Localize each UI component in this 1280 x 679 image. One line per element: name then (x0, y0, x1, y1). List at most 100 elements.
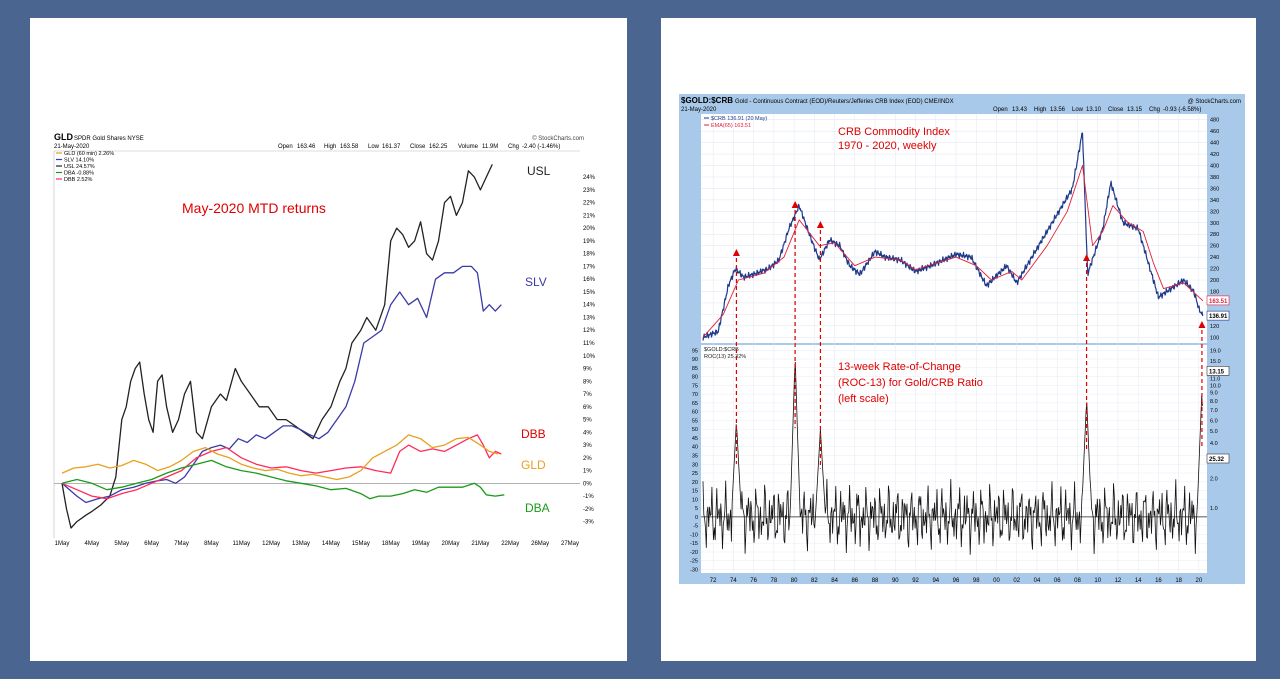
chart2-xtick-98: 98 (973, 578, 980, 584)
chart2-high-label: High (1034, 107, 1046, 113)
chart2-upper-legend-entry-0: $CRB 136.91 (20 May) (711, 116, 767, 122)
chart2-lower-left-ytick-55: 55 (692, 418, 698, 424)
chart2-xtick-92: 92 (912, 578, 919, 584)
chart1-ytick-16: 16% (583, 277, 596, 283)
chart1-label-gld: GLD (521, 458, 546, 472)
chart2-lower-left-ytick-15: 15 (692, 489, 698, 495)
chart2-lower-right-ytick-7-0: 7.0 (1210, 408, 1218, 414)
chart2-lower-right-ytick-1-0: 1.0 (1210, 506, 1218, 512)
chart1-ytick-15: 15% (583, 290, 596, 296)
chart2-lower-right-ytick-10-0: 10.0 (1210, 383, 1221, 389)
chart2-lower-left-ytick-45: 45 (692, 436, 698, 442)
chart2-lower-right-ytick-9-0: 9.0 (1210, 390, 1218, 396)
chart2-xtick-06: 06 (1054, 578, 1061, 584)
chart1-ytick-3: 3% (583, 443, 592, 449)
chart2-lower-right-ytick-6-0: 6.0 (1210, 418, 1218, 424)
chart2-upper-ytick-440: 440 (1210, 141, 1219, 147)
chart1-quote-row: Open 163.46 High 163.58 Low 161.37 Close… (278, 144, 560, 150)
chart1-xtick-14may: 14May (322, 541, 340, 547)
chart2-upper-annotation-line-0: CRB Commodity Index (838, 126, 950, 138)
chart1-series-labels: USL SLV DBB GLD DBA (521, 164, 551, 515)
chart1-label-usl: USL (527, 164, 551, 178)
chart1-high-label: High (324, 144, 336, 150)
chart1-symbol: GLD (54, 132, 73, 142)
chart1-ytick-9: 9% (583, 367, 592, 373)
chart2-xtick-74: 74 (730, 578, 737, 584)
chart1-legend-entry-3: DBA -0.88% (64, 171, 94, 177)
chart2-ratio-badge-box (1206, 366, 1230, 376)
chart2-upper-ytick-460: 460 (1210, 129, 1219, 135)
chart1-xtick-1may: 1May (55, 541, 70, 547)
chart1-x-axis: 1May 4May 5May 6May 7May 8May 11May 12May 13May 1… (55, 541, 579, 547)
chart2-lower-left-ytick-25: 25 (692, 471, 698, 477)
chart2-arrow-head-0 (732, 249, 740, 256)
chart2-low-label: Low (1072, 107, 1084, 113)
chart2-value-badges: 163.51 136.91 13.15 25.32 (1206, 295, 1230, 464)
chart2-upper-ytick-400: 400 (1210, 164, 1219, 170)
chart2-roc-badge: 25.32 (1209, 457, 1225, 463)
gold-crb-chart: $GOLD:$CRB Gold - Continuous Contract (E… (679, 94, 1245, 584)
chart2-lower-left-ytick-30: 30 (692, 462, 698, 468)
chart2-xtick-08: 08 (1074, 578, 1081, 584)
chart2-close: 13.15 (1127, 107, 1143, 113)
chart2-quote-row: Open 13.43 High 13.56 Low 13.10 Close 13… (993, 107, 1201, 113)
chart2-upper-series (702, 132, 1204, 341)
chart1-ytick-5: 5% (583, 418, 592, 424)
chart1-ytick-0: 0% (583, 481, 592, 487)
chart2-xtick-86: 86 (851, 578, 858, 584)
left-chart-panel: GLD SPDR Gold Shares NYSE © StockCharts.… (30, 18, 627, 661)
chart1-xtick-18may: 18May (382, 541, 400, 547)
chart2-upper-plot (701, 114, 1207, 343)
chart1-legend-entry-1: SLV 14.10% (64, 158, 94, 164)
chart1-ytick-24: 24% (583, 175, 596, 181)
chart2-crb-badge-box (1206, 310, 1230, 321)
chart2-lower-left-ytick-50: 50 (692, 427, 698, 433)
chart2-series-ema-65 (702, 165, 1204, 338)
chart1-ytick-22: 22% (583, 201, 596, 207)
chart2-lower-left-ytick-90: 90 (692, 357, 698, 363)
chart1-series (61, 164, 505, 529)
chart2-crb-badge: 136.91 (1209, 314, 1228, 320)
chart2-lower-left-ytick-95: 95 (692, 348, 698, 354)
chart2-legends: $CRB 136.91 (20 May)EMA(65) 163.51 $GOLD:… (704, 116, 767, 360)
chart1-ytick-1: 1% (583, 469, 592, 475)
chart1-ytick-23: 23% (583, 188, 596, 194)
chart1-open-label: Open (278, 144, 293, 150)
chart1-y-axis: 24% 23% 22% 21% 20% 19% 18% 17% 16% 15% 14% 13% 12% 1… (583, 175, 596, 525)
chart1-series-usl (61, 164, 493, 529)
chart2-upper-ytick-320: 320 (1210, 209, 1219, 215)
chart2-close-label: Close (1108, 107, 1124, 113)
chart1-xtick-15may: 15May (352, 541, 370, 547)
chart2-xtick-10: 10 (1094, 578, 1101, 584)
chart2-ema-badge-box (1206, 295, 1230, 306)
chart2-lower-left-ytick-35: 35 (692, 453, 698, 459)
chart1-ytick-6: 6% (583, 405, 592, 411)
chart1-ytick-21: 21% (583, 213, 596, 219)
chart2-lower-annotation-line-2: (left scale) (838, 393, 889, 405)
chart1-ytick-19: 19% (583, 239, 596, 245)
chart1-xtick-5may: 5May (114, 541, 129, 547)
chart2-lower-series (702, 361, 1203, 555)
chart1-ytick-8: 8% (583, 379, 592, 385)
chart2-source: @ StockCharts.com (1188, 99, 1241, 105)
chart2-xtick-82: 82 (811, 578, 818, 584)
chart2-lower-left-ytick-15: -15 (690, 541, 698, 547)
chart1-label-slv: SLV (525, 275, 547, 289)
chart1-chg-label: Chg (508, 144, 519, 150)
chart1-ytick-11: 11% (583, 341, 595, 347)
chart2-lower-y-axis: 95908580757065605550454035302520151050-5… (690, 348, 1221, 573)
chart2-xtick-18: 18 (1175, 578, 1182, 584)
chart2-high: 13.56 (1050, 107, 1066, 113)
chart2-upper-ytick-480: 480 (1210, 118, 1219, 124)
chart2-lower-left-ytick-0: 0 (695, 515, 698, 521)
chart2-upper-ytick-220: 220 (1210, 267, 1219, 273)
chart2-lower-gridlines (701, 350, 1207, 570)
chart2-annotation-arrows (732, 201, 1206, 469)
chart1-low: 161.37 (382, 144, 401, 150)
chart1-series-dba (61, 459, 505, 500)
gld-mtd-returns-chart: GLD SPDR Gold Shares NYSE © StockCharts.… (53, 132, 596, 547)
chart2-lower-right-ytick-15-0: 15.0 (1210, 359, 1221, 365)
chart2-upper-ytick-240: 240 (1210, 255, 1219, 261)
chart2-arrow-head-1 (791, 201, 799, 208)
chart1-source: © StockCharts.com (532, 135, 584, 142)
